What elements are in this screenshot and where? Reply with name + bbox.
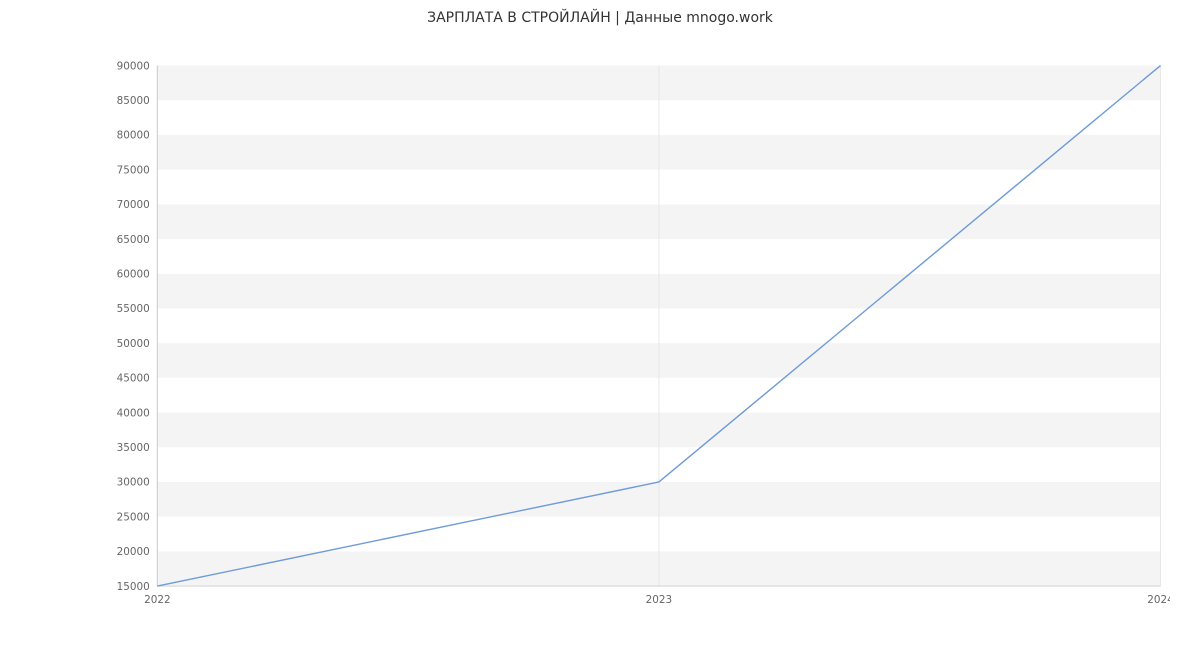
- y-tick-label: 80000: [117, 130, 150, 142]
- x-tick-label: 2024: [1147, 594, 1170, 606]
- y-tick-label: 70000: [117, 199, 150, 211]
- line-chart-svg: 15000 20000 25000 30000 35000 40000 45000 50000…: [110, 50, 1170, 630]
- y-tick-label: 35000: [117, 442, 150, 454]
- y-tick-label: 30000: [117, 477, 150, 489]
- y-tick-label: 20000: [117, 546, 150, 558]
- x-tick-label: 2022: [144, 594, 170, 606]
- chart-plot-area: 15000 20000 25000 30000 35000 40000 45000 50000…: [110, 50, 1170, 600]
- y-tick-label: 60000: [117, 269, 150, 281]
- x-tick-label: 2023: [646, 594, 672, 606]
- y-tick-label: 75000: [117, 164, 150, 176]
- y-tick-label: 55000: [117, 303, 150, 315]
- y-tick-label: 85000: [117, 95, 150, 107]
- y-tick-label: 65000: [117, 234, 150, 246]
- y-tick-label: 40000: [117, 407, 150, 419]
- y-tick-label: 45000: [117, 373, 150, 385]
- y-tick-label: 90000: [117, 60, 150, 72]
- chart-title: ЗАРПЛАТА В СТРОЙЛАЙН | Данные mnogo.work: [0, 10, 1200, 26]
- y-tick-label: 50000: [117, 338, 150, 350]
- y-tick-label: 25000: [117, 511, 150, 523]
- y-tick-label: 15000: [117, 581, 150, 593]
